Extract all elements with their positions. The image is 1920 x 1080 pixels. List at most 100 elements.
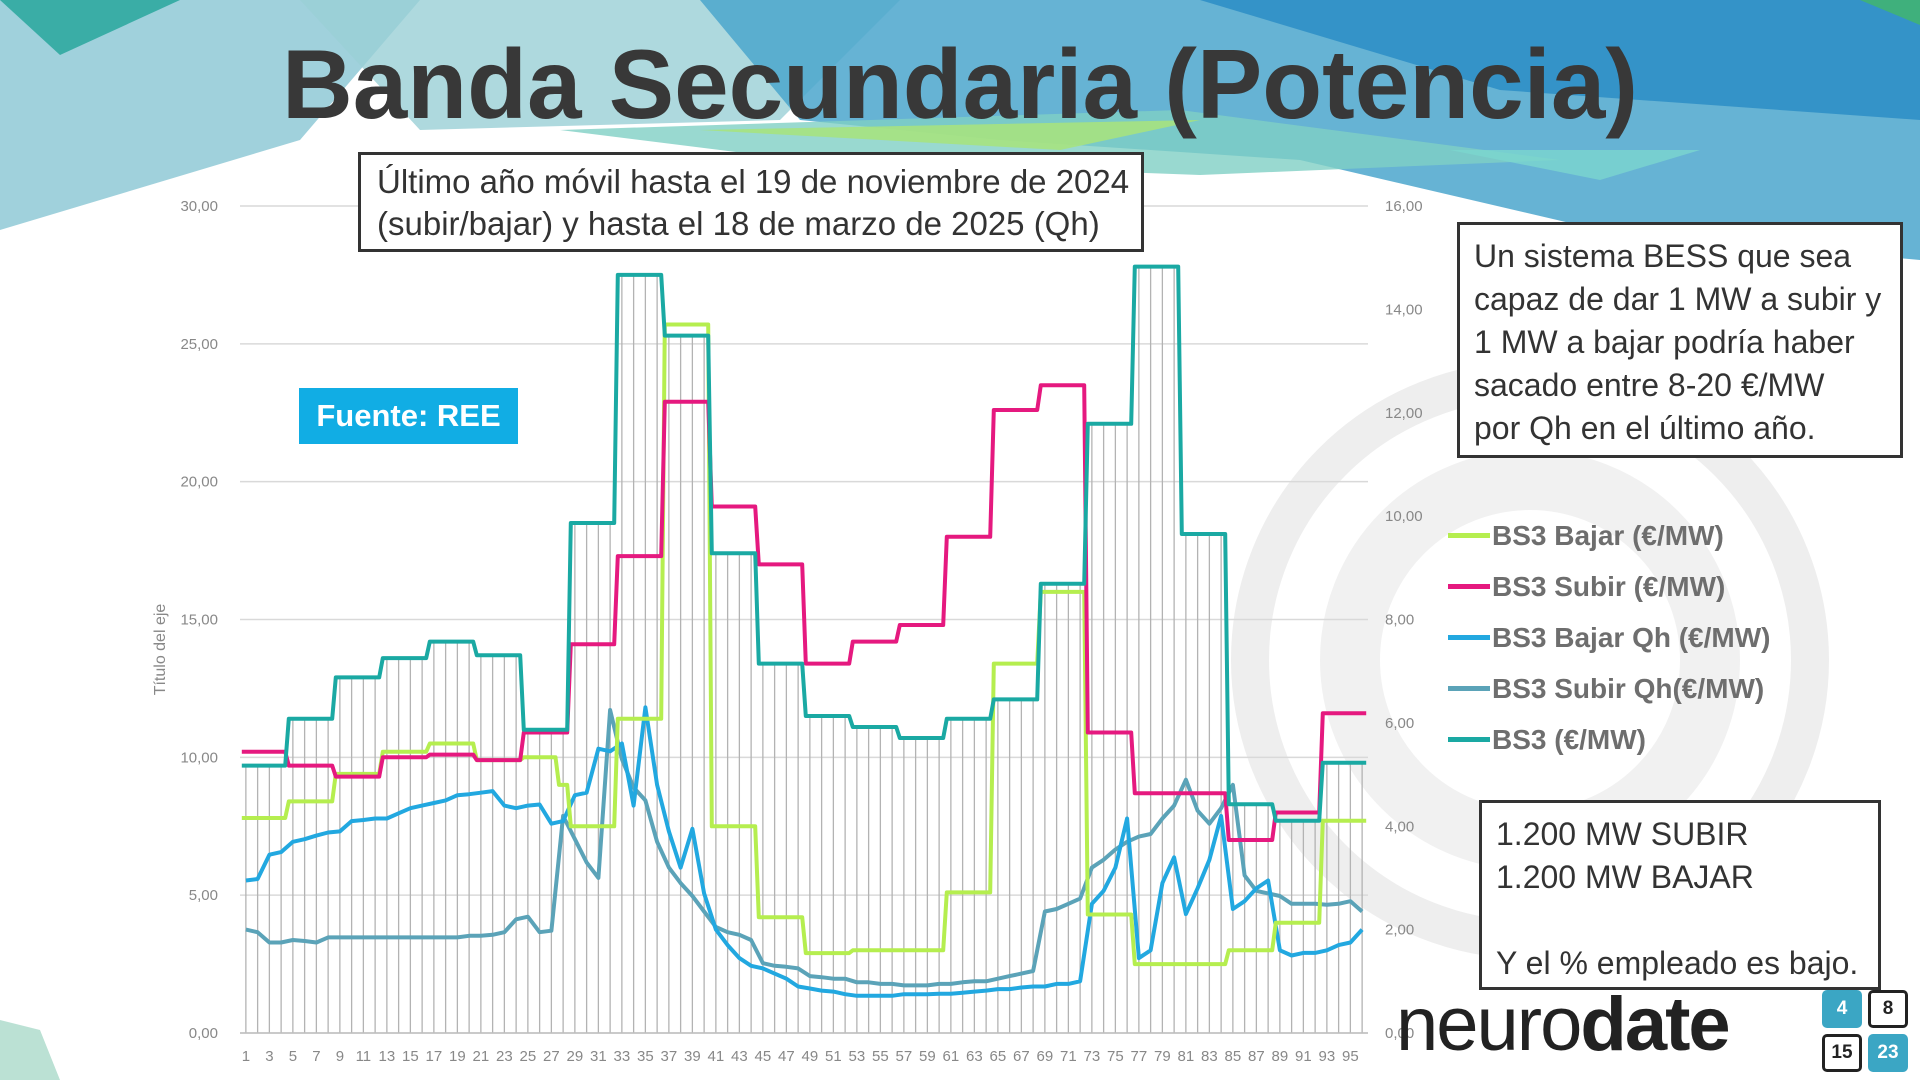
slide-title: Banda Secundaria (Potencia): [281, 29, 1639, 139]
legend-swatch: [1448, 584, 1490, 589]
y-right-tick-label: 8,00: [1385, 612, 1414, 629]
x-tick-label: 39: [684, 1048, 701, 1065]
x-tick-label: 61: [943, 1048, 960, 1065]
series-line-bs3-subir-qh: [245, 708, 1364, 988]
legend-item: BS3 Bajar Qh (€/MW): [1448, 612, 1770, 663]
y-right-tick-label: 12,00: [1385, 405, 1423, 422]
x-tick-label: 25: [520, 1048, 537, 1065]
x-tick-label: 53: [849, 1048, 866, 1065]
x-tick-label: 47: [778, 1048, 795, 1065]
subtitle-box: Último año móvil hasta el 19 de noviembr…: [358, 152, 1144, 252]
note-line: capaz de dar 1 MW a subir y: [1474, 281, 1882, 317]
x-tick-label: 29: [567, 1048, 584, 1065]
x-tick-label: 69: [1037, 1048, 1054, 1065]
x-tick-label: 95: [1342, 1048, 1359, 1065]
legend-label: BS3 Subir Qh(€/MW): [1492, 672, 1765, 704]
x-tick-label: 67: [1013, 1048, 1030, 1065]
logo-light-text: neuro: [1396, 982, 1582, 1067]
calendar-cell: 23: [1868, 1034, 1908, 1072]
x-tick-label: 91: [1295, 1048, 1312, 1065]
x-tick-label: 13: [379, 1048, 396, 1065]
y-right-tick-label: 10,00: [1385, 508, 1423, 525]
calendar-cell: 8: [1868, 990, 1908, 1028]
x-tick-label: 75: [1107, 1048, 1124, 1065]
subtitle-line-2: (subir/bajar) y hasta el 18 de marzo de …: [377, 205, 1100, 242]
x-tick-label: 11: [356, 1048, 372, 1065]
y-left-tick-label: 25,00: [180, 336, 218, 353]
x-tick-label: 33: [614, 1048, 631, 1065]
x-tick-label: 19: [449, 1048, 466, 1065]
x-tick-label: 21: [473, 1048, 490, 1065]
x-tick-label: 63: [966, 1048, 983, 1065]
x-tick-label: 73: [1084, 1048, 1101, 1065]
y-right-tick-label: 6,00: [1385, 715, 1414, 732]
x-tick-label: 77: [1131, 1048, 1148, 1065]
x-tick-label: 37: [661, 1048, 678, 1065]
y-right-tick-label: 2,00: [1385, 922, 1414, 939]
y-left-tick-label: 30,00: [180, 198, 218, 215]
x-tick-label: 49: [802, 1048, 819, 1065]
legend-item: BS3 Subir (€/MW): [1448, 561, 1770, 612]
legend-label: BS3 Subir (€/MW): [1492, 570, 1726, 602]
series-line-bs3-subir: [241, 383, 1367, 842]
calendar-icon: 4 8 15 23: [1822, 990, 1912, 1078]
logo-bold-text: date: [1580, 982, 1730, 1067]
x-tick-label: 59: [919, 1048, 936, 1065]
neurodate-logo: neurodate: [1396, 982, 1731, 1067]
calendar-cell: 4: [1822, 990, 1862, 1028]
x-tick-label: 55: [872, 1048, 889, 1065]
x-tick-label: 15: [402, 1048, 419, 1065]
series-line-bs3-bajar: [241, 322, 1367, 967]
bess-note-box: Un sistema BESS que sea capaz de dar 1 M…: [1457, 222, 1903, 458]
legend-swatch: [1448, 533, 1490, 538]
x-tick-label: 23: [496, 1048, 513, 1065]
x-tick-label: 45: [755, 1048, 772, 1065]
y-axis-title: Título del eje: [152, 604, 169, 696]
x-tick-label: 93: [1319, 1048, 1336, 1065]
mw-line: 1.200 MW BAJAR: [1496, 859, 1754, 895]
x-tick-label: 43: [731, 1048, 748, 1065]
legend-item: BS3 (€/MW): [1448, 714, 1770, 765]
legend-label: BS3 (€/MW): [1492, 723, 1646, 755]
x-tick-label: 27: [543, 1048, 560, 1065]
mw-line: 1.200 MW SUBIR: [1496, 816, 1749, 852]
note-line: Un sistema BESS que sea: [1474, 238, 1852, 274]
y-left-tick-label: 5,00: [189, 887, 218, 904]
note-line: 1 MW a bajar podría haber: [1474, 324, 1855, 360]
chart-legend: BS3 Bajar (€/MW) BS3 Subir (€/MW) BS3 Baja…: [1448, 510, 1770, 765]
y-right-tick-label: 4,00: [1385, 818, 1414, 835]
x-tick-label: 57: [896, 1048, 913, 1065]
x-tick-label: 79: [1154, 1048, 1171, 1065]
y-right-tick-label: 0,00: [1385, 1025, 1414, 1042]
x-tick-label: 5: [289, 1048, 297, 1065]
x-tick-label: 81: [1178, 1048, 1195, 1065]
x-tick-label: 7: [312, 1048, 320, 1065]
subtitle-line-1: Último año móvil hasta el 19 de noviembr…: [377, 163, 1130, 200]
legend-swatch: [1448, 686, 1490, 691]
x-tick-label: 35: [637, 1048, 654, 1065]
x-tick-label: 3: [265, 1048, 273, 1065]
x-tick-label: 71: [1060, 1048, 1077, 1065]
x-tick-label: 89: [1272, 1048, 1289, 1065]
mw-capacity-box: 1.200 MW SUBIR 1.200 MW BAJAR Y el % emp…: [1479, 800, 1881, 990]
y-left-tick-label: 20,00: [180, 474, 218, 491]
mw-line: Y el % empleado es bajo.: [1496, 945, 1859, 981]
source-badge: Fuente: REE: [299, 388, 518, 444]
legend-swatch: [1448, 737, 1490, 742]
legend-item: BS3 Subir Qh(€/MW): [1448, 663, 1770, 714]
x-tick-label: 9: [336, 1048, 344, 1065]
legend-swatch: [1448, 635, 1490, 640]
legend-item: BS3 Bajar (€/MW): [1448, 510, 1770, 561]
x-tick-label: 87: [1248, 1048, 1265, 1065]
y-right-tick-label: 14,00: [1385, 301, 1423, 318]
x-tick-label: 65: [990, 1048, 1007, 1065]
legend-label: BS3 Bajar Qh (€/MW): [1492, 621, 1771, 653]
y-left-tick-label: 10,00: [180, 749, 218, 766]
x-tick-label: 31: [590, 1048, 607, 1065]
calendar-cell: 15: [1822, 1034, 1862, 1072]
y-left-tick-label: 0,00: [189, 1025, 218, 1042]
legend-label: BS3 Bajar (€/MW): [1492, 519, 1724, 551]
series-line-bs3-bajar-qh: [245, 705, 1364, 998]
series-line-bs3: [241, 264, 1367, 823]
